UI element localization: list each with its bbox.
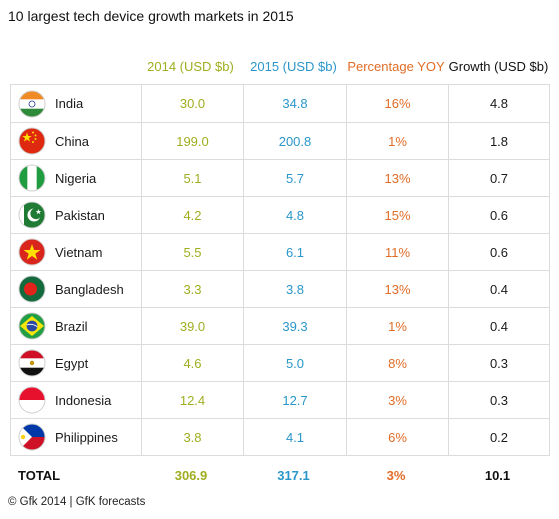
value-percentage-yoy: 1%	[346, 308, 448, 344]
table-row: Brazil 39.0 39.3 1% 0.4	[11, 307, 549, 344]
country-cell: Philippines	[11, 419, 141, 455]
value-2014: 4.2	[141, 197, 243, 233]
country-name: Indonesia	[55, 392, 112, 408]
table-row: Philippines 3.8 4.1 6% 0.2	[11, 418, 549, 455]
value-percentage-yoy: 8%	[346, 345, 448, 381]
source-footer: © Gfk 2014 | GfK forecasts	[8, 496, 146, 508]
table-row: India 30.0 34.8 16% 4.8	[11, 85, 549, 122]
value-growth: 0.4	[448, 308, 549, 344]
country-name: China	[55, 133, 89, 149]
value-percentage-yoy: 13%	[346, 160, 448, 196]
country-cell: Vietnam	[11, 234, 141, 270]
country-cell: China	[11, 123, 141, 159]
value-2014: 5.1	[141, 160, 243, 196]
philippines-flag-icon	[18, 423, 46, 451]
table-row: Egypt 4.6 5.0 8% 0.3	[11, 344, 549, 381]
country-name: Bangladesh	[55, 281, 124, 297]
country-cell: Brazil	[11, 308, 141, 344]
data-table: India 30.0 34.8 16% 4.8 China 199.0 200.8 1% 1.8 N…	[10, 84, 550, 456]
value-2014: 3.3	[141, 271, 243, 307]
country-name: Philippines	[55, 429, 118, 445]
table-row: Pakistan 4.2 4.8 15% 0.6	[11, 196, 549, 233]
value-percentage-yoy: 15%	[346, 197, 448, 233]
pakistan-flag-icon	[18, 201, 46, 229]
country-cell: Pakistan	[11, 197, 141, 233]
value-percentage-yoy: 6%	[346, 419, 448, 455]
value-2015: 4.1	[243, 419, 346, 455]
value-growth: 1.8	[448, 123, 549, 159]
value-2015: 34.8	[243, 85, 346, 122]
country-cell: Bangladesh	[11, 271, 141, 307]
value-2015: 4.8	[243, 197, 346, 233]
table-row: Nigeria 5.1 5.7 13% 0.7	[11, 159, 549, 196]
country-cell: India	[11, 85, 141, 122]
value-2015: 12.7	[243, 382, 346, 418]
value-growth: 0.6	[448, 234, 549, 270]
value-2015: 3.8	[243, 271, 346, 307]
country-name: Egypt	[55, 355, 89, 371]
value-growth: 0.6	[448, 197, 549, 233]
vietnam-flag-icon	[18, 238, 46, 266]
table-row: China 199.0 200.8 1% 1.8	[11, 122, 549, 159]
header-2014: 2014 (USD $b)	[147, 59, 234, 74]
value-growth: 0.3	[448, 345, 549, 381]
value-2015: 5.7	[243, 160, 346, 196]
country-cell: Egypt	[11, 345, 141, 381]
table-row: Bangladesh 3.3 3.8 13% 0.4	[11, 270, 549, 307]
value-2015: 6.1	[243, 234, 346, 270]
value-2014: 39.0	[141, 308, 243, 344]
value-2014: 199.0	[141, 123, 243, 159]
header-percentage-yoy: Percentage YOY	[347, 59, 445, 74]
value-percentage-yoy: 3%	[346, 382, 448, 418]
egypt-flag-icon	[18, 349, 46, 377]
table-row: Vietnam 5.5 6.1 11% 0.6	[11, 233, 549, 270]
country-name: Brazil	[55, 318, 88, 334]
chart-title: 10 largest tech device growth markets in…	[8, 8, 294, 24]
value-2014: 3.8	[141, 419, 243, 455]
value-2015: 5.0	[243, 345, 346, 381]
country-cell: Indonesia	[11, 382, 141, 418]
table-row: Indonesia 12.4 12.7 3% 0.3	[11, 381, 549, 418]
value-growth: 4.8	[448, 85, 549, 122]
indonesia-flag-icon	[18, 386, 46, 414]
header-2015: 2015 (USD $b)	[250, 59, 337, 74]
country-name: Nigeria	[55, 170, 97, 186]
value-2014: 30.0	[141, 85, 243, 122]
value-growth: 0.3	[448, 382, 549, 418]
value-growth: 0.4	[448, 271, 549, 307]
value-percentage-yoy: 11%	[346, 234, 448, 270]
value-percentage-yoy: 13%	[346, 271, 448, 307]
china-flag-icon	[18, 127, 46, 155]
country-cell: Nigeria	[11, 160, 141, 196]
total-2015: 317.1	[277, 467, 310, 483]
total-growth: 10.1	[484, 467, 511, 483]
india-flag-icon	[18, 90, 46, 117]
value-growth: 0.7	[448, 160, 549, 196]
brazil-flag-icon	[18, 312, 46, 340]
total-2014: 306.9	[174, 467, 208, 483]
value-2015: 200.8	[243, 123, 346, 159]
value-2014: 4.6	[141, 345, 243, 381]
bangladesh-flag-icon	[18, 275, 46, 303]
country-name: Pakistan	[55, 207, 105, 223]
total-percentage-yoy: 3%	[386, 467, 406, 483]
nigeria-flag-icon	[18, 164, 46, 192]
header-growth: Growth (USD $b)	[448, 59, 549, 74]
value-2014: 12.4	[141, 382, 243, 418]
total-label: TOTAL	[18, 467, 61, 483]
value-2015: 39.3	[243, 308, 346, 344]
country-name: India	[55, 96, 84, 111]
value-growth: 0.2	[448, 419, 549, 455]
country-name: Vietnam	[55, 244, 103, 260]
value-percentage-yoy: 16%	[346, 85, 448, 122]
value-percentage-yoy: 1%	[346, 123, 448, 159]
value-2014: 5.5	[141, 234, 243, 270]
